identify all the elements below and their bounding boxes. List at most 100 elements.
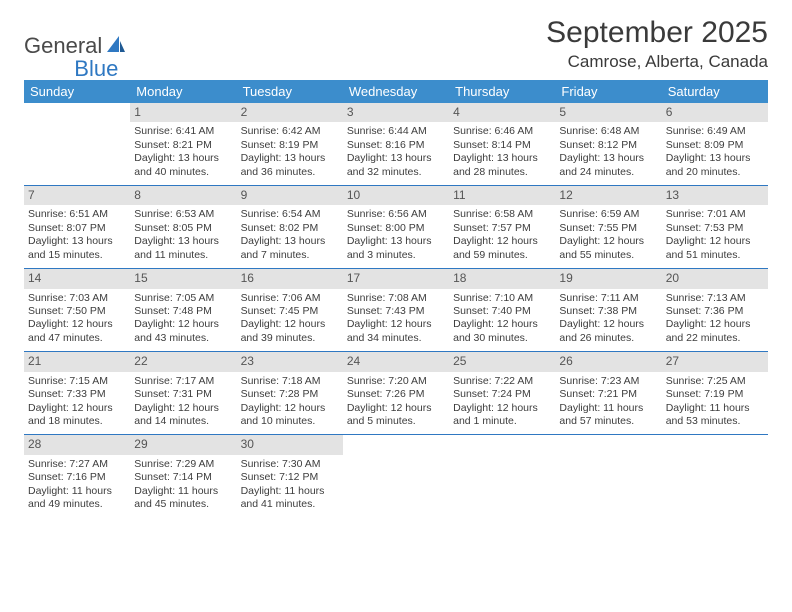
sunrise-text: Sunrise: 6:42 AM: [241, 125, 339, 138]
logo-sail-icon: [106, 35, 126, 58]
daylight-text: Daylight: 12 hours and 47 minutes.: [28, 318, 126, 345]
day-detail-cell: Sunrise: 7:30 AMSunset: 7:12 PMDaylight:…: [237, 455, 343, 518]
daylight-text: Daylight: 13 hours and 7 minutes.: [241, 235, 339, 262]
sunset-text: Sunset: 7:53 PM: [666, 222, 764, 235]
daylight-text: Daylight: 13 hours and 11 minutes.: [134, 235, 232, 262]
day-detail-cell: Sunrise: 7:08 AMSunset: 7:43 PMDaylight:…: [343, 289, 449, 352]
sunrise-text: Sunrise: 7:11 AM: [559, 292, 657, 305]
day-detail-cell: Sunrise: 6:59 AMSunset: 7:55 PMDaylight:…: [555, 205, 661, 268]
sunset-text: Sunset: 7:36 PM: [666, 305, 764, 318]
sunset-text: Sunset: 8:02 PM: [241, 222, 339, 235]
day-number-cell: [343, 435, 449, 454]
sunrise-text: Sunrise: 7:18 AM: [241, 375, 339, 388]
day-number-cell: 2: [237, 103, 343, 122]
daylight-text: Daylight: 13 hours and 28 minutes.: [453, 152, 551, 179]
sunrise-text: Sunrise: 6:51 AM: [28, 208, 126, 221]
sunset-text: Sunset: 7:21 PM: [559, 388, 657, 401]
sunset-text: Sunset: 7:31 PM: [134, 388, 232, 401]
brand-logo: General Blue: [24, 22, 118, 70]
day-detail-cell: [449, 455, 555, 518]
daylight-text: Daylight: 12 hours and 22 minutes.: [666, 318, 764, 345]
sunrise-text: Sunrise: 7:10 AM: [453, 292, 551, 305]
sunrise-text: Sunrise: 7:15 AM: [28, 375, 126, 388]
sunset-text: Sunset: 8:00 PM: [347, 222, 445, 235]
day-number: 24: [343, 352, 449, 371]
sunset-text: Sunset: 7:16 PM: [28, 471, 126, 484]
day-number: 25: [449, 352, 555, 371]
week-detail-row: Sunrise: 7:03 AMSunset: 7:50 PMDaylight:…: [24, 289, 768, 352]
sunset-text: Sunset: 7:38 PM: [559, 305, 657, 318]
day-number: 18: [449, 269, 555, 288]
daylight-text: Daylight: 11 hours and 49 minutes.: [28, 485, 126, 512]
day-number-cell: 8: [130, 186, 236, 205]
week-detail-row: Sunrise: 7:27 AMSunset: 7:16 PMDaylight:…: [24, 455, 768, 518]
sunset-text: Sunset: 8:05 PM: [134, 222, 232, 235]
sunset-text: Sunset: 8:21 PM: [134, 139, 232, 152]
sunrise-text: Sunrise: 7:08 AM: [347, 292, 445, 305]
header: General Blue September 2025 Camrose, Alb…: [24, 16, 768, 72]
day-number: 21: [24, 352, 130, 371]
day-number-cell: 26: [555, 352, 661, 371]
week-detail-row: Sunrise: 6:41 AMSunset: 8:21 PMDaylight:…: [24, 122, 768, 185]
day-number: 10: [343, 186, 449, 205]
sunset-text: Sunset: 7:48 PM: [134, 305, 232, 318]
day-detail-cell: Sunrise: 7:18 AMSunset: 7:28 PMDaylight:…: [237, 372, 343, 435]
daylight-text: Daylight: 13 hours and 3 minutes.: [347, 235, 445, 262]
weekday-thu: Thursday: [449, 80, 555, 103]
weekday-header-row: Sunday Monday Tuesday Wednesday Thursday…: [24, 80, 768, 103]
day-detail-cell: Sunrise: 7:23 AMSunset: 7:21 PMDaylight:…: [555, 372, 661, 435]
sunset-text: Sunset: 7:28 PM: [241, 388, 339, 401]
day-number: 8: [130, 186, 236, 205]
sunset-text: Sunset: 8:14 PM: [453, 139, 551, 152]
sunset-text: Sunset: 7:40 PM: [453, 305, 551, 318]
daylight-text: Daylight: 12 hours and 43 minutes.: [134, 318, 232, 345]
daylight-text: Daylight: 12 hours and 34 minutes.: [347, 318, 445, 345]
sunrise-text: Sunrise: 6:54 AM: [241, 208, 339, 221]
day-detail-cell: Sunrise: 6:44 AMSunset: 8:16 PMDaylight:…: [343, 122, 449, 185]
day-number-cell: 25: [449, 352, 555, 371]
calendar-body: 123456Sunrise: 6:41 AMSunset: 8:21 PMDay…: [24, 103, 768, 518]
day-number-cell: 7: [24, 186, 130, 205]
sunrise-text: Sunrise: 6:53 AM: [134, 208, 232, 221]
sunrise-text: Sunrise: 7:03 AM: [28, 292, 126, 305]
day-detail-cell: Sunrise: 7:01 AMSunset: 7:53 PMDaylight:…: [662, 205, 768, 268]
day-number: 6: [662, 103, 768, 122]
day-detail-cell: Sunrise: 7:29 AMSunset: 7:14 PMDaylight:…: [130, 455, 236, 518]
daylight-text: Daylight: 11 hours and 45 minutes.: [134, 485, 232, 512]
day-number-cell: 30: [237, 435, 343, 454]
sunset-text: Sunset: 7:50 PM: [28, 305, 126, 318]
sunrise-text: Sunrise: 7:29 AM: [134, 458, 232, 471]
day-number-cell: 19: [555, 269, 661, 288]
day-number: 5: [555, 103, 661, 122]
daylight-text: Daylight: 13 hours and 24 minutes.: [559, 152, 657, 179]
daylight-text: Daylight: 12 hours and 14 minutes.: [134, 402, 232, 429]
weekday-mon: Monday: [130, 80, 236, 103]
week-detail-row: Sunrise: 6:51 AMSunset: 8:07 PM Daylight:…: [24, 205, 768, 268]
week-daynum-row: 282930: [24, 435, 768, 454]
weekday-sun: Sunday: [24, 80, 130, 103]
day-number-cell: 14: [24, 269, 130, 288]
day-number-cell: 11: [449, 186, 555, 205]
sunset-text: Sunset: 8:09 PM: [666, 139, 764, 152]
sunset-text: Sunset: 7:14 PM: [134, 471, 232, 484]
day-number: 20: [662, 269, 768, 288]
day-number-cell: 16: [237, 269, 343, 288]
month-title: September 2025: [546, 16, 768, 50]
day-number-cell: 27: [662, 352, 768, 371]
week-daynum-row: 21222324252627: [24, 352, 768, 371]
day-number-cell: [449, 435, 555, 454]
day-number-cell: 1: [130, 103, 236, 122]
sunset-text: Sunset: 7:33 PM: [28, 388, 126, 401]
daylight-text: Daylight: 12 hours and 18 minutes.: [28, 402, 126, 429]
sunrise-text: Sunrise: 7:22 AM: [453, 375, 551, 388]
day-detail-cell: Sunrise: 6:48 AMSunset: 8:12 PMDaylight:…: [555, 122, 661, 185]
day-number: 1: [130, 103, 236, 122]
day-number: 27: [662, 352, 768, 371]
day-detail-cell: [555, 455, 661, 518]
sunset-text: Sunset: 8:07 PM: [28, 222, 126, 235]
day-detail-cell: [662, 455, 768, 518]
day-number-cell: 13: [662, 186, 768, 205]
day-number-cell: 3: [343, 103, 449, 122]
day-detail-cell: Sunrise: 6:53 AMSunset: 8:05 PMDaylight:…: [130, 205, 236, 268]
weekday-sat: Saturday: [662, 80, 768, 103]
